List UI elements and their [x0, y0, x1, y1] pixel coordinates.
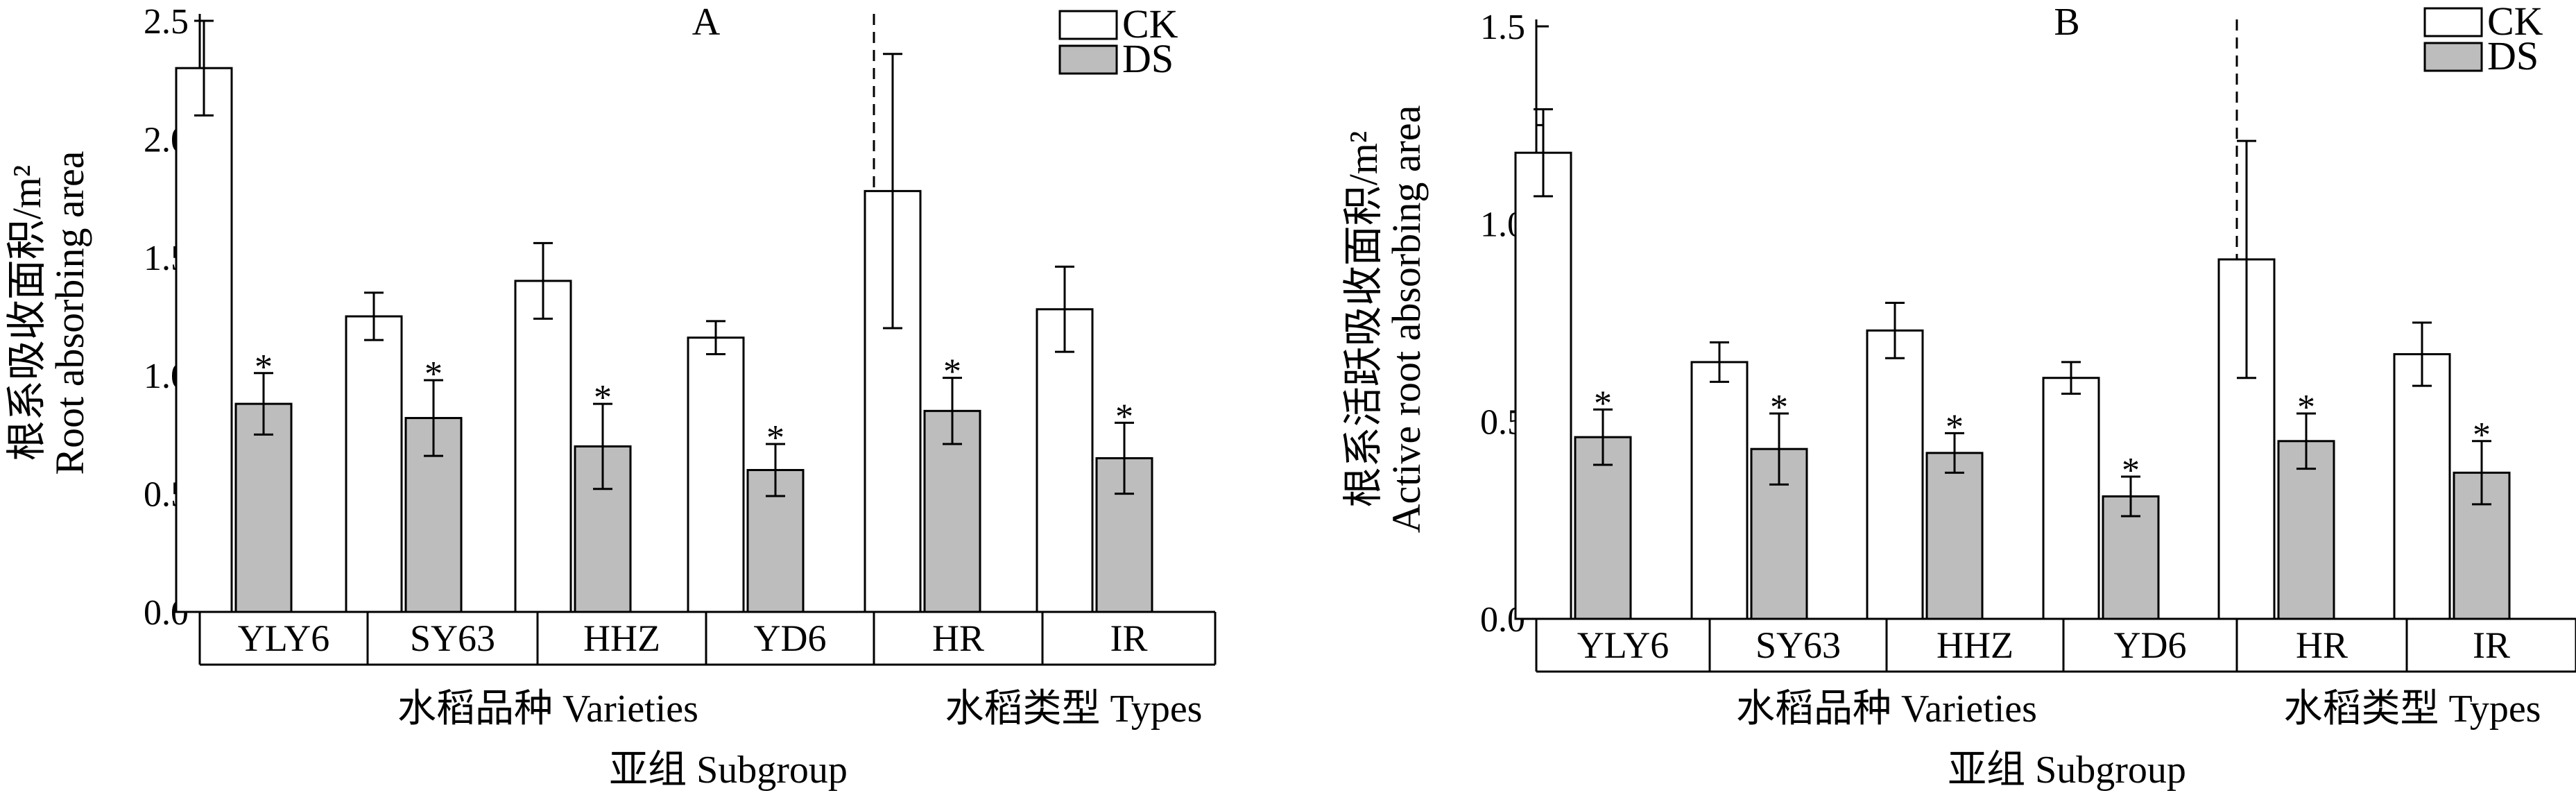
- bar-ck-yly6: [175, 67, 233, 613]
- bar-ds-yly6: [1574, 436, 1632, 620]
- y-tick-label: 1.5: [1480, 8, 1525, 47]
- significance-mark: *: [766, 418, 784, 458]
- legend-label-ds: DS: [2487, 33, 2539, 78]
- significance-mark: *: [255, 348, 273, 387]
- bar-ck-yd6: [687, 336, 745, 613]
- category-label: IR: [2473, 624, 2510, 666]
- category-label: YD6: [754, 617, 827, 659]
- bar-ck-yd6: [2042, 377, 2100, 620]
- panel-label: A: [692, 1, 721, 44]
- y-tick-label: 2.5: [144, 2, 189, 42]
- category-label: YLY6: [238, 617, 330, 659]
- group-label-varieties: 水稻品种 Varieties: [397, 688, 698, 731]
- legend-swatch-ck: [1058, 10, 1118, 40]
- y-axis-label-en: Root absorbing area: [47, 151, 92, 475]
- legend-swatch-ds: [1058, 44, 1118, 75]
- legend-label-ck: CK: [2487, 0, 2543, 44]
- group-label-types: 水稻类型 Types: [945, 688, 1203, 731]
- significance-mark: *: [594, 378, 612, 418]
- legend-label-ds: DS: [1122, 36, 1174, 81]
- category-label: YLY6: [1577, 624, 1669, 666]
- category-label: SY63: [410, 617, 495, 659]
- category-label: HR: [932, 617, 984, 659]
- bar-ds-hr: [2277, 440, 2335, 620]
- category-label: YD6: [2114, 624, 2187, 666]
- bar-ds-hhz: [1925, 452, 1984, 620]
- x-axis-label: 亚组 Subgroup: [1948, 749, 2186, 792]
- group-label-types: 水稻类型 Types: [2284, 688, 2541, 731]
- x-axis-label: 亚组 Subgroup: [609, 749, 848, 792]
- panel-label: B: [2054, 1, 2079, 44]
- y-axis-label-cn: 根系活跃吸收面积/m²: [1341, 131, 1386, 508]
- category-label: HHZ: [1937, 624, 2013, 666]
- significance-mark: *: [1594, 384, 1612, 423]
- bar-ds-yly6: [234, 402, 293, 613]
- category-label: HR: [2296, 624, 2348, 666]
- legend-label-ck: CK: [1122, 1, 1178, 46]
- significance-mark: *: [2297, 388, 2315, 427]
- significance-mark: *: [1946, 407, 1964, 447]
- significance-mark: *: [1770, 388, 1788, 427]
- significance-mark: *: [1115, 397, 1133, 436]
- significance-mark: *: [424, 355, 443, 394]
- category-label: SY63: [1755, 624, 1841, 666]
- significance-mark: *: [943, 352, 961, 392]
- bar-ck-ir: [1036, 308, 1094, 613]
- bar-ck-sy63: [1690, 361, 1749, 620]
- bar-ck-yly6: [1514, 151, 1572, 620]
- significance-mark: *: [2473, 416, 2491, 455]
- y-axis-label-cn: 根系吸收面积/m²: [4, 165, 49, 461]
- group-label-varieties: 水稻品种 Varieties: [1736, 688, 2037, 731]
- y-axis-label-en: Active root absorbing area: [1384, 105, 1429, 534]
- significance-mark: *: [2122, 451, 2140, 490]
- bar-ck-sy63: [345, 315, 403, 613]
- category-label: HHZ: [583, 617, 660, 659]
- legend-swatch-ds: [2423, 42, 2483, 72]
- bar-ck-hhz: [514, 280, 572, 613]
- category-label: IR: [1110, 617, 1148, 659]
- legend-swatch-ck: [2423, 7, 2483, 37]
- bar-ck-hhz: [1866, 329, 1924, 620]
- bar-ck-ir: [2393, 353, 2451, 620]
